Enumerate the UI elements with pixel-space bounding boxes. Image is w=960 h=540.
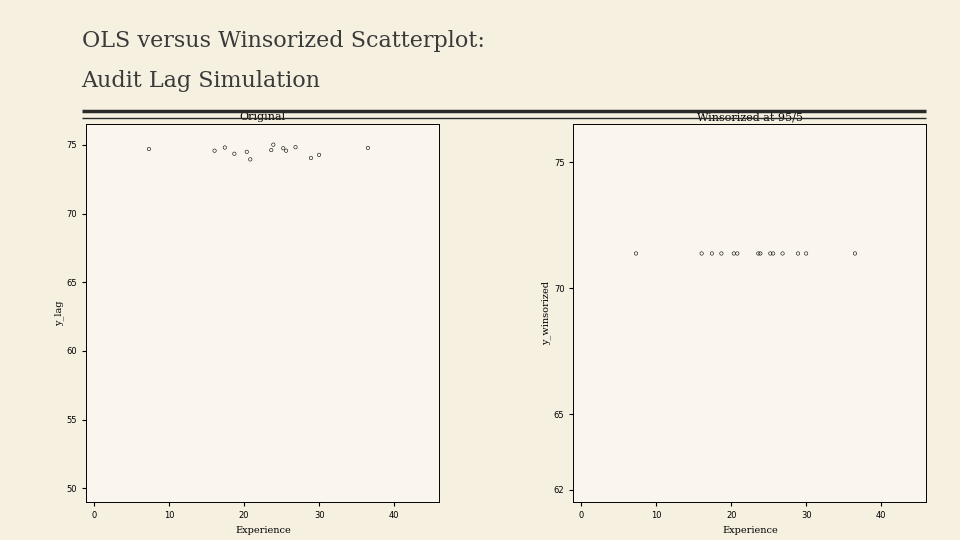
- Y-axis label: y_winsorized: y_winsorized: [541, 281, 551, 345]
- Point: [753, 249, 768, 258]
- Point: [93, 534, 108, 540]
- Point: [730, 249, 745, 258]
- Point: [128, 525, 143, 534]
- Point: [264, 146, 279, 154]
- Point: [751, 249, 766, 258]
- Point: [266, 140, 281, 149]
- Point: [311, 151, 326, 159]
- Point: [765, 249, 780, 258]
- Point: [288, 143, 303, 152]
- Point: [227, 150, 242, 158]
- Point: [148, 528, 163, 536]
- Point: [705, 249, 720, 258]
- Point: [160, 539, 176, 540]
- Y-axis label: y_lag: y_lag: [55, 300, 64, 326]
- Point: [162, 528, 178, 537]
- Point: [799, 249, 814, 258]
- Point: [713, 249, 729, 258]
- Point: [148, 520, 163, 529]
- Point: [88, 508, 104, 517]
- Point: [104, 521, 119, 530]
- Point: [239, 147, 254, 156]
- Point: [790, 249, 805, 258]
- Point: [194, 526, 209, 535]
- Point: [92, 528, 108, 537]
- Point: [217, 143, 232, 152]
- Point: [156, 526, 171, 535]
- Point: [762, 249, 778, 258]
- Text: OLS versus Winsorized Scatterplot:: OLS versus Winsorized Scatterplot:: [82, 30, 485, 52]
- Point: [141, 145, 156, 153]
- Text: Audit Lag Simulation: Audit Lag Simulation: [82, 70, 321, 92]
- Point: [629, 249, 644, 258]
- Point: [243, 155, 258, 164]
- Title: Original: Original: [240, 112, 286, 122]
- Point: [96, 528, 111, 536]
- Point: [848, 249, 863, 258]
- Point: [104, 537, 119, 540]
- Point: [100, 524, 115, 533]
- X-axis label: Experience: Experience: [235, 526, 291, 535]
- Point: [726, 249, 741, 258]
- Point: [775, 249, 790, 258]
- Point: [207, 146, 223, 155]
- X-axis label: Experience: Experience: [722, 526, 778, 535]
- Point: [97, 510, 112, 519]
- Point: [360, 144, 375, 152]
- Title: Winsorized at 95/5: Winsorized at 95/5: [697, 112, 803, 122]
- Point: [303, 154, 319, 163]
- Point: [694, 249, 709, 258]
- Point: [94, 521, 109, 530]
- Point: [276, 144, 291, 153]
- Point: [99, 527, 114, 536]
- Point: [166, 526, 181, 535]
- Point: [119, 535, 134, 540]
- Point: [278, 146, 294, 155]
- Point: [164, 530, 180, 538]
- Point: [122, 529, 137, 538]
